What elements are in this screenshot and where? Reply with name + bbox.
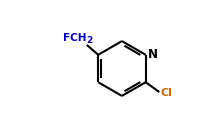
- Text: N: N: [148, 48, 158, 61]
- Text: FCH: FCH: [63, 33, 86, 43]
- Text: Cl: Cl: [161, 88, 172, 98]
- Text: 2: 2: [86, 36, 92, 45]
